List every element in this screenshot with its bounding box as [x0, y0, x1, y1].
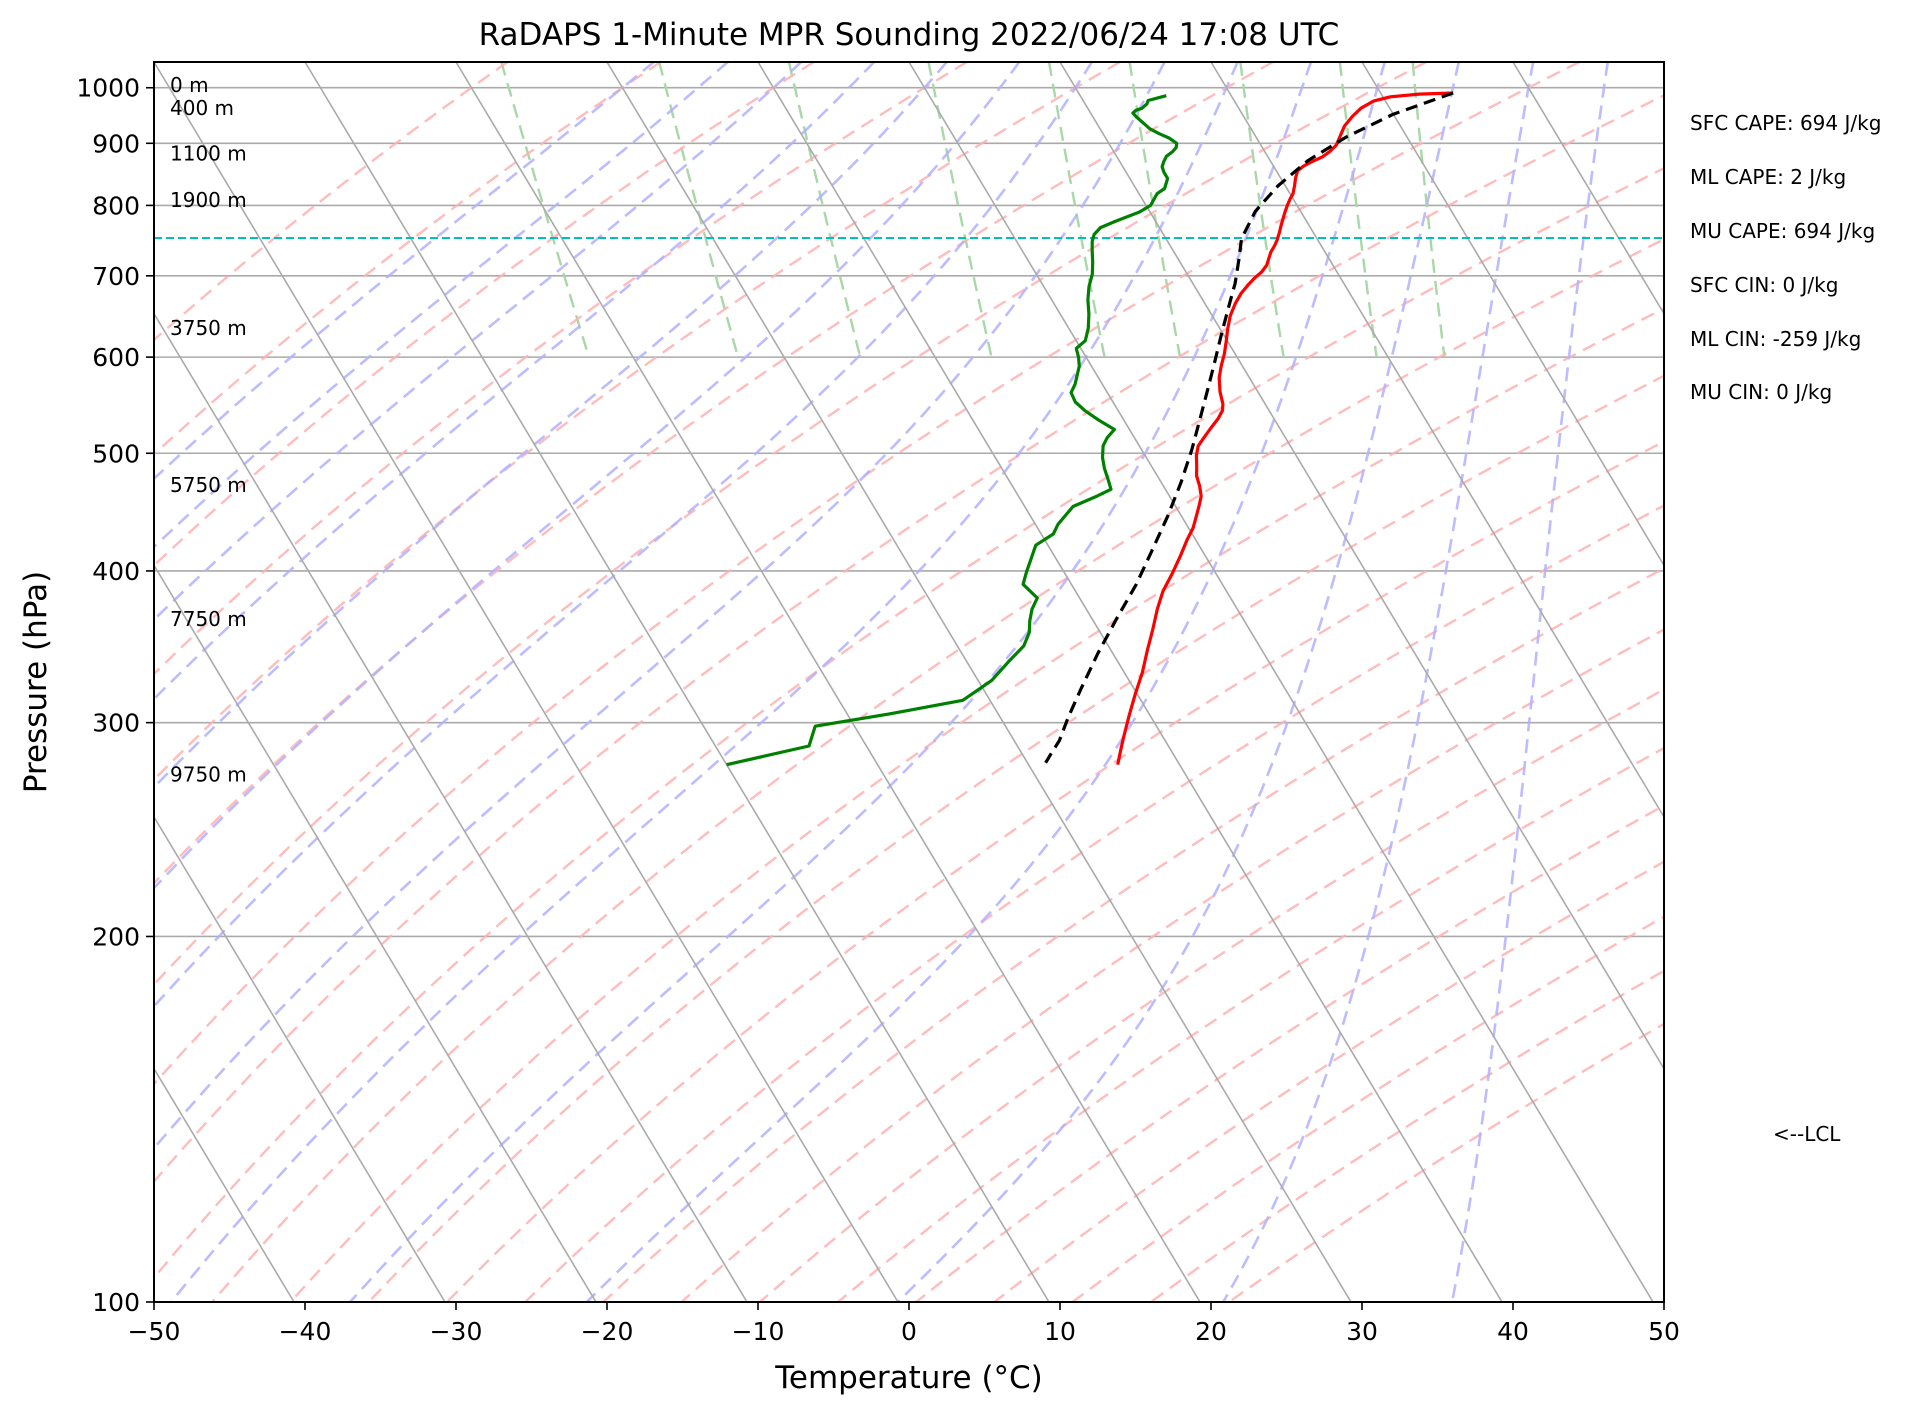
dry-adiabat — [154, 62, 1274, 885]
moist-adiabat — [154, 62, 655, 481]
chart-title: RaDAPS 1-Minute MPR Sounding 2022/06/24 … — [479, 17, 1340, 53]
height-label: 9750 m — [170, 762, 247, 786]
moist-adiabat — [154, 62, 1166, 1151]
isotherm-line — [1059, 62, 1664, 1071]
isotherm-line — [154, 1067, 295, 1302]
dry-adiabat — [680, 628, 1664, 1302]
moist-adiabat — [896, 62, 1460, 1302]
mixing-ratio-line — [500, 62, 590, 358]
height-label: 1100 m — [170, 141, 247, 165]
height-label: 0 m — [170, 73, 209, 97]
dry-adiabat — [154, 62, 968, 676]
y-tick-label: 500 — [92, 439, 140, 468]
x-tick-label: 40 — [1497, 1317, 1529, 1346]
moist-adiabat — [585, 62, 1386, 1302]
dry-adiabat — [211, 237, 1664, 1302]
x-tick-label: 50 — [1648, 1317, 1680, 1346]
stat-ml-cin: ML CIN: -259 J/kg — [1690, 327, 1861, 351]
dry-adiabat — [759, 688, 1664, 1302]
isotherm-line — [154, 62, 899, 1302]
height-label: 3750 m — [170, 316, 247, 340]
x-tick-label: 10 — [1044, 1317, 1076, 1346]
moist-adiabat — [154, 62, 729, 549]
dry-adiabats — [154, 62, 1664, 1302]
isotherm-line — [1361, 62, 1664, 567]
x-tick-label: −20 — [581, 1317, 634, 1346]
height-label: 7750 m — [170, 607, 247, 631]
x-tick-label: −40 — [279, 1317, 332, 1346]
x-axis-label: Temperature (°C) — [774, 1360, 1043, 1396]
isotherm-line — [606, 62, 1352, 1302]
x-tick-label: 0 — [901, 1317, 917, 1346]
x-tick-label: −30 — [430, 1317, 483, 1346]
moist-adiabat — [1450, 62, 1610, 1302]
y-tick-label: 600 — [92, 343, 140, 372]
stat-sfc-cape: SFC CAPE: 694 J/kg — [1690, 111, 1881, 135]
y-tick-label: 300 — [92, 709, 140, 738]
moist-adiabat — [154, 62, 948, 790]
dry-adiabat — [289, 307, 1664, 1302]
y-tick-label: 800 — [92, 191, 140, 220]
dry-adiabat — [154, 62, 1427, 987]
isotherm-line — [304, 62, 1050, 1302]
height-labels: 9750 m 7750 m 5750 m 3750 m 1900 m 1100 m 400 … — [170, 73, 247, 786]
y-tick-label: 700 — [92, 262, 140, 291]
height-label: 5750 m — [170, 473, 247, 497]
isotherm-line — [154, 815, 446, 1302]
y-tick-label: 900 — [92, 129, 140, 158]
isotherm-line — [908, 62, 1654, 1302]
dry-adiabat — [154, 62, 662, 456]
isotherm-line — [154, 563, 597, 1302]
plot-area — [154, 62, 1664, 1302]
dry-adiabat — [154, 62, 815, 568]
isotherm-line — [757, 62, 1503, 1302]
stat-ml-cape: ML CAPE: 2 J/kg — [1690, 165, 1846, 189]
x-axis: −50 −40 −30 −20 −10 0 10 20 30 40 50 — [128, 1302, 1680, 1346]
dewpoint-trace — [726, 94, 1179, 767]
y-tick-label: 100 — [92, 1288, 140, 1317]
x-tick-label: 30 — [1346, 1317, 1378, 1346]
stat-mu-cape: MU CAPE: 694 J/kg — [1690, 219, 1875, 243]
dry-adiabat — [367, 374, 1664, 1302]
x-tick-label: −10 — [732, 1317, 785, 1346]
isotherm-line — [154, 312, 748, 1302]
stat-mu-cin: MU CIN: 0 J/kg — [1690, 380, 1832, 404]
moist-adiabat — [154, 62, 1093, 1009]
dry-adiabat — [154, 93, 1664, 1184]
dry-adiabat — [837, 746, 1664, 1302]
x-tick-label: −50 — [128, 1317, 181, 1346]
y-tick-label: 200 — [92, 922, 140, 951]
mixing-ratio-lines — [500, 62, 1446, 358]
moist-adiabat — [154, 62, 803, 622]
stats-panel: SFC CAPE: 694 J/kg ML CAPE: 2 J/kg MU CA… — [1690, 111, 1881, 404]
isotherm-line — [1210, 62, 1664, 819]
sounding-traces — [726, 91, 1454, 767]
height-label: 400 m — [170, 96, 234, 120]
temperature-trace — [1116, 91, 1454, 766]
height-label: 1900 m — [170, 188, 247, 212]
moist-adiabat — [1222, 62, 1535, 1302]
x-tick-label: 20 — [1195, 1317, 1227, 1346]
moist-adiabat — [170, 62, 1239, 1302]
isotherm-line — [455, 62, 1201, 1302]
y-axis-label: Pressure (hPa) — [18, 571, 54, 793]
moist-adiabats — [154, 62, 1610, 1302]
lcl-label: <--LCL — [1773, 1122, 1841, 1146]
y-tick-label: 1000 — [76, 74, 140, 103]
stat-sfc-cin: SFC CIN: 0 J/kg — [1690, 273, 1838, 297]
dry-adiabat — [154, 166, 1664, 1280]
isotherms — [154, 62, 1664, 1302]
y-axis: 100 200 300 400 500 600 700 800 900 1000 — [76, 74, 154, 1317]
moist-adiabat — [349, 62, 1313, 1302]
y-tick-label: 400 — [92, 557, 140, 586]
isotherm-line — [1512, 62, 1664, 316]
dry-adiabat — [154, 62, 1580, 1086]
moist-adiabat — [154, 62, 876, 701]
